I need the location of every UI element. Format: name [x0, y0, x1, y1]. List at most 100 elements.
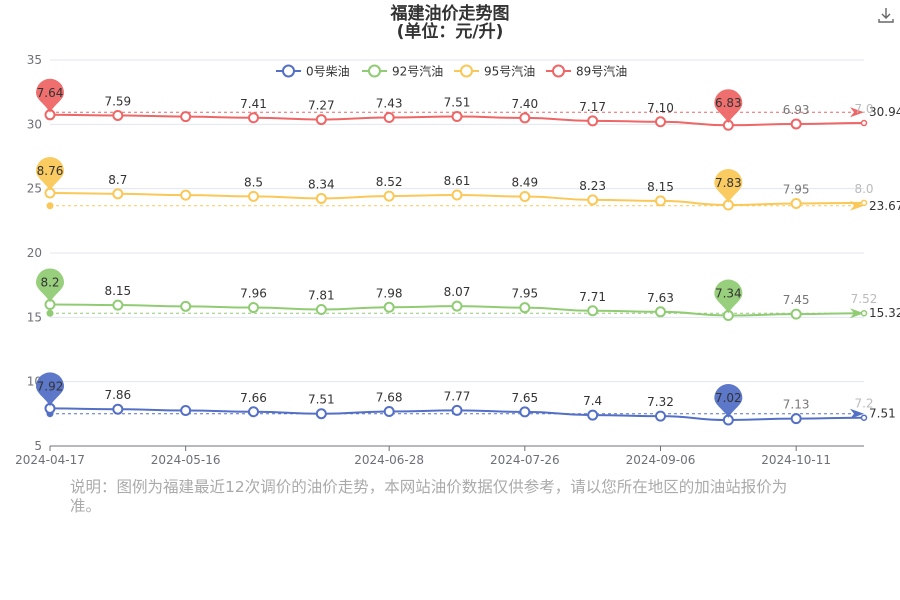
y-tick-label: 5: [34, 439, 42, 453]
data-point-2: [315, 192, 327, 204]
data-point-2: [112, 188, 124, 200]
data-point-0: [519, 406, 531, 418]
data-point-0: [451, 404, 463, 416]
max-marker-label-0: 7.92: [37, 379, 64, 393]
data-label-3: 7.51: [444, 95, 471, 109]
max-marker-label-1: 8.2: [40, 275, 59, 289]
data-point-2: [451, 189, 463, 201]
data-point-3: [248, 112, 259, 124]
legend-marker-1: [368, 64, 381, 78]
data-label-3: 6.93: [783, 103, 810, 117]
chart-title: 福建油价走势图: [390, 4, 510, 24]
data-point-0: [112, 403, 124, 415]
min-marker-label-1: 7.34: [715, 287, 742, 301]
data-point-2: [383, 190, 395, 202]
data-point-3: [860, 119, 868, 127]
data-label-1: 7.52: [851, 292, 878, 306]
data-label-2: 8.52: [376, 175, 403, 189]
data-point-0: [248, 406, 259, 418]
data-point-1: [451, 300, 463, 312]
data-label-1: 7.81: [308, 288, 335, 302]
data-point-2: [519, 191, 531, 203]
y-tick-label: 15: [27, 310, 42, 324]
data-point-1: [519, 302, 531, 314]
avg-label-3: 30.94: [869, 105, 900, 119]
data-point-3: [790, 118, 802, 130]
avg-line-arrow-1: [850, 308, 864, 319]
data-point-1: [180, 300, 192, 312]
min-marker-0: [714, 384, 743, 419]
data-point-2: [248, 190, 259, 202]
data-point-3: [383, 112, 395, 124]
data-label-1: 7.71: [579, 290, 606, 304]
x-tick-label: 2024-10-11: [761, 453, 831, 467]
data-point-0: [180, 404, 192, 416]
max-marker-3: [36, 78, 64, 113]
avg-label-1: 15.32: [869, 306, 900, 320]
data-label-3: 7.17: [579, 100, 606, 114]
data-point-0: [383, 406, 395, 418]
data-point-0: [315, 408, 327, 420]
max-marker-0: [36, 372, 64, 407]
download-icon[interactable]: [877, 6, 895, 24]
data-point-2: [180, 189, 192, 201]
data-point-1: [383, 301, 395, 313]
data-point-3: [112, 109, 124, 121]
data-point-3: [655, 116, 666, 128]
data-label-1: 7.95: [511, 287, 538, 301]
data-point-3: [519, 112, 531, 124]
min-marker-label-0: 7.02: [715, 391, 742, 405]
data-point-1: [112, 299, 124, 311]
data-label-2: 8.49: [511, 176, 538, 190]
data-point-0: [655, 410, 666, 422]
avg-line-arrow-3: [850, 107, 864, 118]
data-label-3: 7.27: [308, 99, 335, 113]
data-point-3: [451, 110, 463, 122]
legend-label-2: 95号汽油: [484, 64, 535, 79]
data-point-1: [248, 302, 259, 314]
data-point-2: [655, 195, 666, 207]
data-label-3: 7.43: [376, 97, 403, 111]
data-label-0: 7.13: [783, 398, 810, 412]
avg-label-2: 23.67: [869, 199, 900, 213]
data-label-1: 8.15: [104, 284, 131, 298]
data-label-1: 8.07: [444, 285, 471, 299]
avg-line-arrow-2: [850, 200, 864, 211]
data-point-0: [587, 409, 599, 421]
max-marker-label-2: 8.76: [37, 164, 64, 178]
y-tick-label: 20: [27, 246, 42, 260]
chart-note: 说明：图例为福建最近12次调价的油价走势，本网站油价数据仅供参考，请以您所在地区…: [70, 478, 788, 515]
data-point-1: [587, 305, 599, 317]
max-marker-label-3: 7.64: [37, 86, 64, 100]
data-label-1: 7.98: [376, 286, 403, 300]
data-point-2: [860, 199, 868, 207]
legend-label-0: 0号柴油: [306, 65, 350, 79]
data-label-2: 8.15: [647, 180, 674, 194]
data-label-0: 7.86: [104, 388, 131, 402]
data-point-2: [587, 194, 599, 206]
avg-label-0: 7.51: [869, 407, 896, 421]
max-marker-2: [36, 157, 64, 192]
legend-marker-2: [460, 64, 473, 78]
min-marker-3: [714, 89, 743, 124]
y-tick-label: 25: [27, 182, 42, 196]
data-point-3: [180, 111, 192, 123]
data-label-3: 7.59: [104, 94, 131, 108]
min-marker-label-3: 6.83: [715, 96, 742, 110]
data-label-2: 8.0: [854, 182, 873, 196]
data-point-1: [315, 303, 327, 315]
x-tick-label: 2024-07-26: [490, 453, 560, 467]
min-marker-1: [714, 279, 743, 314]
avg-line-start-2: [46, 202, 54, 210]
min-marker-2: [714, 169, 743, 204]
data-point-2: [790, 197, 802, 209]
data-label-3: 7.10: [647, 101, 674, 115]
x-tick-label: 2024-05-16: [151, 453, 221, 467]
data-label-3: 7.0: [854, 102, 873, 116]
data-label-0: 7.51: [308, 393, 335, 407]
legend-marker-3: [552, 64, 565, 78]
data-label-0: 7.65: [511, 391, 538, 405]
data-label-2: 8.34: [308, 177, 335, 191]
x-tick-label: 2024-04-17: [15, 453, 85, 467]
